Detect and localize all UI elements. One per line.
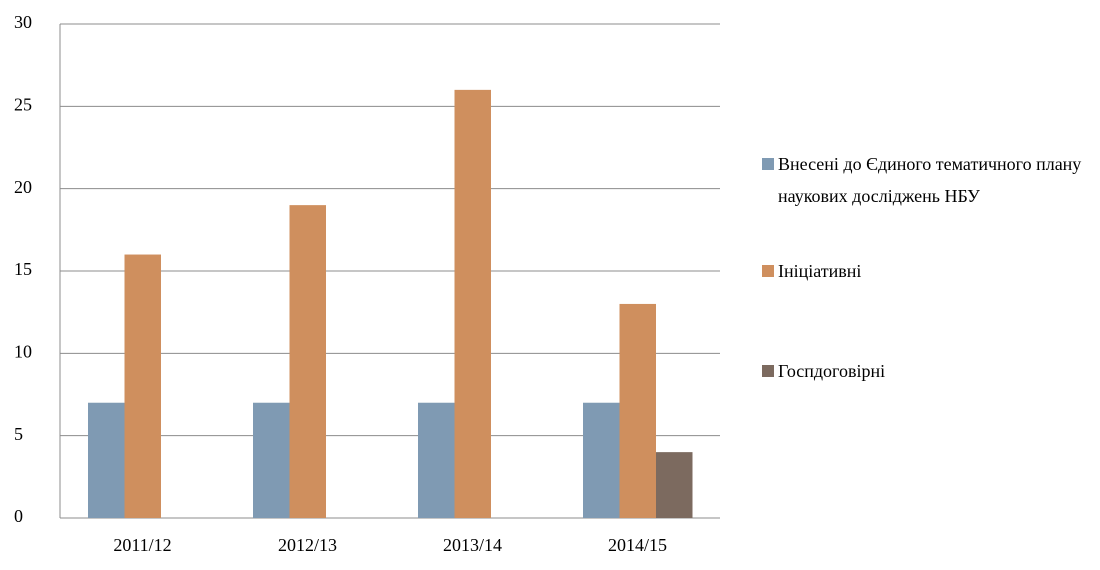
y-tick-label: 25 <box>14 94 32 114</box>
legend-item: Ініціативні <box>762 255 861 287</box>
legend-item: Госпдоговірні <box>762 355 885 387</box>
bar <box>454 89 491 518</box>
legend-label: Ініціативні <box>778 261 862 281</box>
bar <box>619 303 656 518</box>
legend-swatch <box>762 158 774 170</box>
legend-swatch <box>762 365 774 377</box>
legend-swatch <box>762 265 774 277</box>
y-tick-label: 10 <box>14 341 32 361</box>
x-tick-label: 2014/15 <box>608 535 667 555</box>
x-tick-label: 2011/12 <box>113 535 171 555</box>
bar <box>418 402 455 518</box>
y-tick-label: 5 <box>14 424 23 444</box>
bar <box>124 254 161 519</box>
y-tick-label: 30 <box>14 12 32 32</box>
y-tick-label: 15 <box>14 259 32 279</box>
bar <box>656 452 693 518</box>
y-tick-label: 20 <box>14 177 32 197</box>
bar <box>583 402 620 518</box>
bar <box>253 402 290 518</box>
y-tick-label: 0 <box>14 506 23 526</box>
bar <box>88 402 125 518</box>
x-tick-label: 2013/14 <box>443 535 502 555</box>
x-tick-label: 2012/13 <box>278 535 337 555</box>
legend-item: Внесені до Єдиного тематичного плану нау… <box>762 148 1097 212</box>
legend-label: Госпдоговірні <box>778 361 886 381</box>
legend-label: Внесені до Єдиного тематичного плану нау… <box>778 154 1082 206</box>
bar <box>289 205 326 518</box>
